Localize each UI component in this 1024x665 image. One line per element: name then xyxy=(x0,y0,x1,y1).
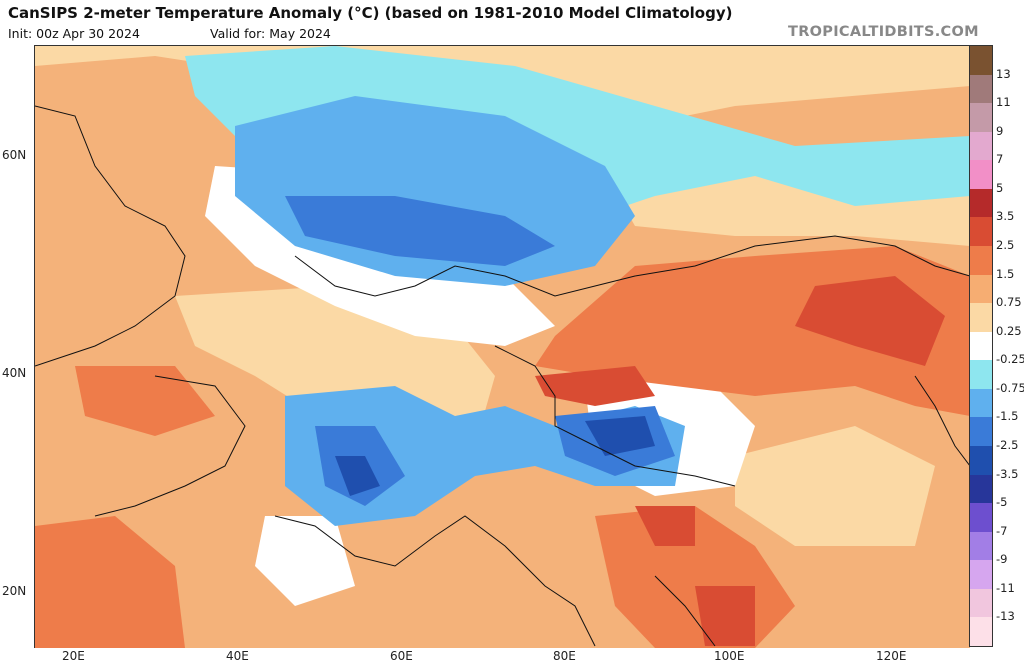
neutral-area xyxy=(255,516,355,606)
coastline xyxy=(654,575,716,647)
hot-area xyxy=(695,586,755,646)
colorbar-label: 1.5 xyxy=(996,266,1015,281)
colorbar-label: -11 xyxy=(996,580,1015,595)
colorbar-label: -0.75 xyxy=(996,380,1024,395)
light-warm-area xyxy=(735,426,935,546)
anomaly-map xyxy=(34,45,970,648)
colorbar-label: 0.25 xyxy=(996,323,1022,338)
colorbar-segment xyxy=(970,446,992,476)
lon-label-20e: 20E xyxy=(62,649,85,663)
hot-area xyxy=(535,366,655,406)
colorbar xyxy=(969,45,993,647)
colorbar-segment xyxy=(970,531,992,561)
cold-area xyxy=(335,456,380,496)
colorbar-label: 5 xyxy=(996,180,1004,195)
coastline xyxy=(94,375,246,517)
colorbar-segment xyxy=(970,103,992,133)
coastline xyxy=(274,515,596,647)
anomaly-field xyxy=(35,46,970,648)
colorbar-segment xyxy=(970,303,992,333)
lon-label-120e: 120E xyxy=(876,649,907,663)
border xyxy=(494,345,736,487)
init-time: Init: 00z Apr 30 2024 xyxy=(8,26,140,41)
colorbar-label: -0.25 xyxy=(996,352,1024,367)
border xyxy=(294,235,970,297)
colorbar-label: -5 xyxy=(996,495,1008,510)
colorbar-segment xyxy=(970,274,992,304)
colorbar-segment xyxy=(970,474,992,504)
lon-label-40e: 40E xyxy=(226,649,249,663)
warm-strong-area xyxy=(35,516,185,648)
cool-strong-area xyxy=(285,196,555,266)
hot-area xyxy=(795,276,945,366)
colorbar-label: -7 xyxy=(996,523,1008,538)
colorbar-segment xyxy=(970,217,992,247)
warm-strong-area xyxy=(75,366,215,436)
lon-label-80e: 80E xyxy=(553,649,576,663)
colorbar-label: 3.5 xyxy=(996,209,1015,224)
coastlines xyxy=(35,105,970,647)
colorbar-segment xyxy=(970,46,992,76)
lat-label-40n: 40N xyxy=(2,366,27,380)
colorbar-label: 9 xyxy=(996,123,1004,138)
colorbar-label: 13 xyxy=(996,66,1011,81)
colorbar-segment xyxy=(970,74,992,104)
colorbar-label: -2.5 xyxy=(996,438,1019,452)
coastline xyxy=(914,375,970,467)
colorbar-label: 7 xyxy=(996,152,1004,167)
map-title: CanSIPS 2-meter Temperature Anomaly (°C)… xyxy=(8,4,733,22)
colorbar-segment xyxy=(970,417,992,447)
colorbar-segment xyxy=(970,331,992,361)
colorbar-segment xyxy=(970,388,992,418)
colorbar-segment xyxy=(970,617,992,647)
colorbar-segment xyxy=(970,560,992,590)
lon-label-100e: 100E xyxy=(714,649,745,663)
lat-label-60n: 60N xyxy=(2,148,27,162)
coastline xyxy=(35,105,186,367)
colorbar-label: 0.75 xyxy=(996,295,1022,310)
colorbar-label: -1.5 xyxy=(996,409,1019,424)
colorbar-segment xyxy=(970,588,992,618)
colorbar-segment xyxy=(970,188,992,218)
colorbar-segment xyxy=(970,246,992,276)
cold-area xyxy=(585,416,655,456)
hot-area xyxy=(635,506,695,546)
valid-time: Valid for: May 2024 xyxy=(210,26,331,41)
colorbar-label: -13 xyxy=(996,609,1015,624)
colorbar-segment xyxy=(970,131,992,161)
colorbar-label: 2.5 xyxy=(996,238,1015,252)
lon-label-60e: 60E xyxy=(390,649,413,663)
colorbar-segment xyxy=(970,503,992,533)
colorbar-segment xyxy=(970,160,992,190)
lat-label-20n: 20N xyxy=(2,584,27,598)
brand-watermark: TROPICALTIDBITS.COM xyxy=(788,24,979,40)
colorbar-label: -9 xyxy=(996,552,1008,567)
colorbar-segment xyxy=(970,360,992,390)
colorbar-label: -3.5 xyxy=(996,466,1019,481)
colorbar-label: 11 xyxy=(996,95,1011,110)
